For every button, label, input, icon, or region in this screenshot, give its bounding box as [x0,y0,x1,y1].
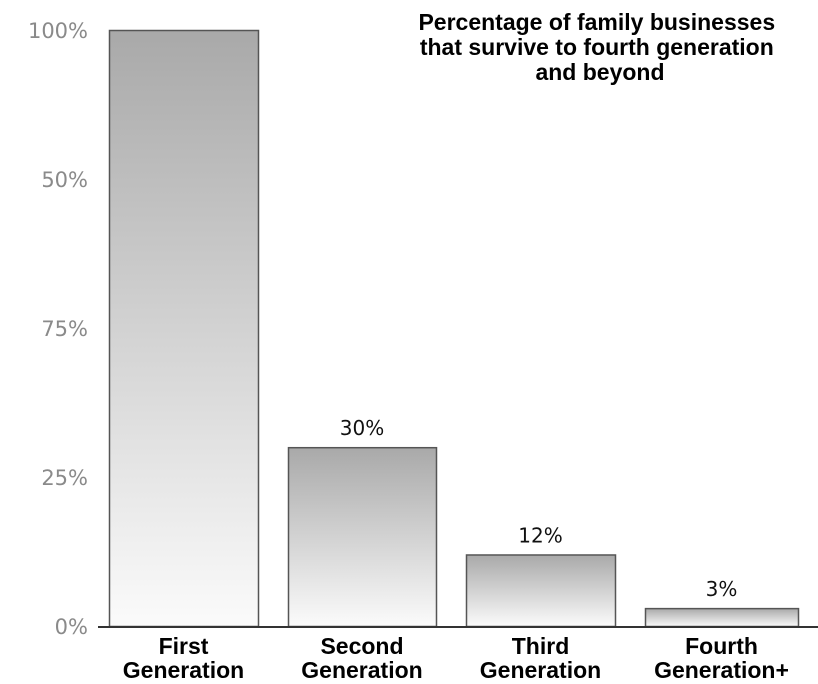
category-label-line: Generation+ [654,657,789,683]
bar-data-label: 12% [518,523,562,547]
chart-title-line-3: and beyond [535,59,664,85]
bar-data-label: 30% [340,416,384,440]
category-label-line: Second [320,633,403,659]
category-label-line: Generation [123,657,244,683]
bar [287,446,438,628]
category-label-line: Generation [480,657,601,683]
chart-title-line-2: that survive to fourth generation [420,34,774,60]
y-tick-label: 25% [41,466,88,490]
data-labels-group: 30% 12% 3% [340,416,738,601]
y-tick-label: 100% [28,19,88,43]
chart-title: Percentage of family businesses that sur… [418,9,781,85]
y-tick-label: 0% [55,615,88,639]
bar [108,29,260,628]
bar-data-label: 3% [706,577,738,601]
category-label: Second Generation [301,633,422,683]
y-tick-label: 50% [41,168,88,192]
category-label-line: First [159,633,209,659]
y-axis-ticks: 0% 25% 75% 50% 100% [28,19,88,639]
category-label-line: Fourth [685,633,758,659]
category-label: First Generation [123,633,244,683]
bar [644,607,800,628]
category-label: Fourth Generation+ [654,633,789,683]
y-tick-label: 75% [41,317,88,341]
category-label-line: Third [512,633,570,659]
bars-group [108,29,800,628]
category-label: Third Generation [480,633,601,683]
category-label-line: Generation [301,657,422,683]
chart-title-line-1: Percentage of family businesses [418,9,775,35]
bar [465,554,617,628]
